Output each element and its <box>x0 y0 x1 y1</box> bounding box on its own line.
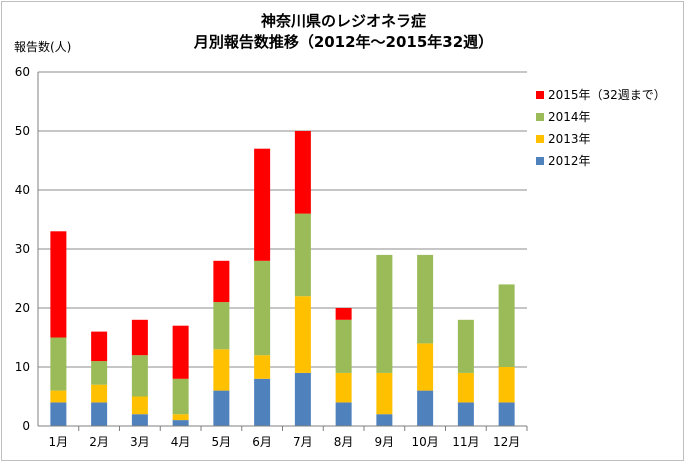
bar-segment <box>376 414 393 426</box>
bar-segment <box>91 384 108 403</box>
y-axis-label: 報告数(人) <box>14 40 72 54</box>
x-tick-label: 1月 <box>49 435 69 449</box>
bar-segment <box>172 420 189 426</box>
bar-segment <box>131 396 148 415</box>
bar-segment <box>172 414 189 421</box>
y-tick-label: 60 <box>15 65 30 79</box>
bar-segment <box>498 284 515 367</box>
bar-segment <box>457 402 474 426</box>
legend-swatch <box>536 113 544 121</box>
y-tick-label: 10 <box>15 360 30 374</box>
bar-segment <box>417 343 434 391</box>
bar-segment <box>213 349 230 391</box>
bar-segment <box>335 308 352 320</box>
bar-segment <box>131 355 148 397</box>
bar-segment <box>294 131 311 214</box>
x-tick-label: 5月 <box>212 435 232 449</box>
legend-label: 2012年 <box>548 154 591 168</box>
bars <box>50 131 515 426</box>
bar-segment <box>457 372 474 403</box>
y-tick-label: 40 <box>15 183 30 197</box>
bar-segment <box>417 254 434 344</box>
bar-segment <box>254 378 271 426</box>
bar-segment <box>498 367 515 403</box>
bar-segment <box>172 325 189 379</box>
x-tick-label: 11月 <box>452 435 479 449</box>
bar-segment <box>335 372 352 403</box>
bar-segment <box>172 378 189 415</box>
bar-segment <box>254 148 271 261</box>
bar-segment <box>417 390 434 426</box>
legend: 2015年（32週まで） 2014年 2013年 2012年 <box>536 88 666 168</box>
legend-swatch <box>536 91 544 99</box>
bar-segment <box>131 319 148 356</box>
x-tick-label: 6月 <box>252 435 272 449</box>
bar-segment <box>294 296 311 373</box>
bar-segment <box>254 355 271 379</box>
bar-segment <box>294 213 311 297</box>
legend-swatch <box>536 135 544 143</box>
x-tick-label: 7月 <box>293 435 313 449</box>
bar-segment <box>376 372 393 415</box>
x-tick-label: 12月 <box>493 435 520 449</box>
bar-segment <box>91 402 108 426</box>
x-tick-labels: 1月 2月 3月 4月 5月 6月 7月 8月 9月 10月 11月 12月 <box>49 435 521 449</box>
bar-segment <box>213 260 230 303</box>
gridlines <box>38 71 527 368</box>
bar-segment <box>50 337 67 391</box>
legend-label: 2015年（32週まで） <box>548 88 666 102</box>
x-tick-label: 8月 <box>334 435 354 449</box>
x-tick-label: 2月 <box>89 435 109 449</box>
bar-segment <box>335 319 352 373</box>
x-tick-label: 4月 <box>171 435 191 449</box>
legend-swatch <box>536 157 544 165</box>
bar-segment <box>457 319 474 373</box>
bar-segment <box>254 260 271 356</box>
axes <box>37 72 528 431</box>
bar-segment <box>213 390 230 426</box>
chart-title-line-1: 神奈川県のレジオネラ症 <box>260 12 426 30</box>
y-tick-label: 30 <box>15 242 30 256</box>
bar-segment <box>50 231 67 338</box>
y-tick-label: 20 <box>15 301 30 315</box>
bar-segment <box>498 402 515 426</box>
y-tick-labels: 0 10 20 30 40 50 60 <box>15 65 30 433</box>
x-tick-label: 9月 <box>375 435 395 449</box>
bar-segment <box>335 402 352 426</box>
y-tick-label: 50 <box>15 124 30 138</box>
x-tick-label: 3月 <box>130 435 150 449</box>
bar-segment <box>91 361 108 385</box>
bar-segment <box>294 372 311 426</box>
legend-label: 2013年 <box>548 132 591 146</box>
bar-segment <box>50 390 67 403</box>
y-tick-label: 0 <box>22 419 30 433</box>
bar-segment <box>376 254 393 373</box>
bar-segment <box>91 331 108 362</box>
bar-segment <box>50 402 67 426</box>
bar-segment <box>213 302 230 350</box>
chart-title-line-2: 月別報告数推移（2012年～2015年32週） <box>193 33 494 51</box>
x-tick-label: 10月 <box>411 435 438 449</box>
bar-segment <box>131 414 148 426</box>
legend-label: 2014年 <box>548 110 591 124</box>
